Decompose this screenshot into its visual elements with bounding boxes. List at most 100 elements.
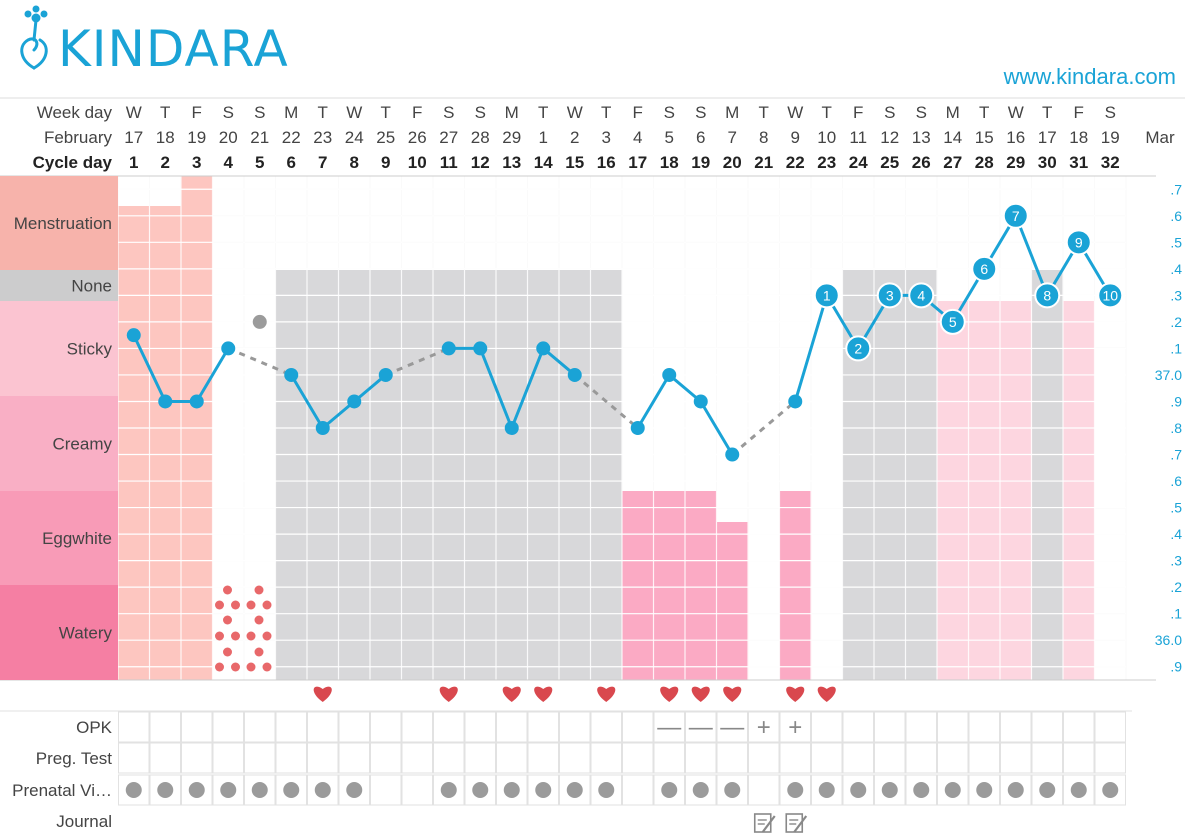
- week-day: F: [853, 103, 863, 122]
- prenatal-dot: [598, 782, 615, 798]
- date: 26: [408, 128, 427, 147]
- preg-test-row-cell: [590, 742, 622, 774]
- cycle-day: 15: [565, 153, 584, 172]
- temp-tick: .6: [1170, 473, 1182, 489]
- spotting-dot: [231, 600, 240, 610]
- week-day: S: [695, 103, 706, 122]
- fluid-fill: [622, 491, 654, 680]
- week-day: S: [1105, 103, 1116, 122]
- band-watery: [0, 585, 118, 680]
- week-day: F: [633, 103, 643, 122]
- heart-icon: [817, 686, 836, 702]
- prenatal-row-cell: [275, 774, 307, 806]
- opk-row-cell: [149, 711, 181, 743]
- preg-test-row-cell: [1000, 742, 1032, 774]
- cycle-day: 32: [1101, 153, 1120, 172]
- spotting-dot: [246, 662, 256, 672]
- prenatal-dot: [724, 782, 741, 798]
- opk-row-cell: [118, 711, 150, 743]
- cycle-day: 8: [350, 153, 359, 172]
- week-day: T: [381, 103, 391, 122]
- opk-result: —: [720, 714, 744, 741]
- preg-test-row-cell: [496, 742, 528, 774]
- opk-row-label: OPK: [76, 718, 113, 737]
- cycle-day: 27: [943, 153, 962, 172]
- band-sticky: [0, 301, 118, 396]
- band-label-creamy: Creamy: [52, 435, 112, 454]
- date: 2: [570, 128, 579, 147]
- heart-icon: [660, 686, 679, 702]
- cycle-day: 14: [534, 153, 553, 172]
- journal-note-icon: [753, 813, 776, 833]
- week-day: T: [160, 103, 170, 122]
- opk-row-cell: [559, 711, 591, 743]
- cycle-day: 1: [129, 153, 138, 172]
- week-day: W: [346, 103, 362, 122]
- chart-gridlines: [0, 175, 1156, 681]
- date: 24: [345, 128, 364, 147]
- preg-test-row-cell: [842, 742, 874, 774]
- kindara-logo: KINDARA: [20, 5, 288, 78]
- prenatal-row-cell: [338, 774, 370, 806]
- preg-test-row-cell: [433, 742, 465, 774]
- prenatal-dot: [944, 782, 961, 798]
- fluid-fill: [779, 491, 812, 680]
- preg-test-row-cell: [716, 742, 748, 774]
- opk-row-cell: [1094, 711, 1126, 743]
- temp-point-label: 1: [823, 287, 831, 303]
- opk-row-cell: [905, 711, 937, 743]
- week-day: T: [1042, 103, 1052, 122]
- temp-tick: 36.0: [1155, 632, 1182, 648]
- opk-result: +: [757, 714, 771, 741]
- journal-pen: [793, 815, 808, 833]
- temp-point: [693, 394, 708, 409]
- none-fill: [338, 270, 371, 680]
- cycle-day: 22: [786, 153, 805, 172]
- spotting-dot: [231, 631, 240, 641]
- fluid-fill: [1000, 301, 1032, 680]
- temp-point: [630, 421, 645, 435]
- prenatal-dot: [913, 782, 930, 798]
- opk-row-cell: [842, 711, 874, 743]
- date: 13: [912, 128, 931, 147]
- week-day: M: [946, 103, 960, 122]
- opk-row-cell: [370, 711, 402, 743]
- opk-row-cell: [464, 711, 496, 743]
- week-day: S: [664, 103, 675, 122]
- heart-icon: [691, 686, 710, 702]
- prenatal-row-cell: [653, 774, 685, 806]
- week-day: F: [1074, 103, 1084, 122]
- week-day: S: [916, 103, 927, 122]
- prenatal-dot: [1070, 782, 1087, 798]
- preg-test-row-cell: [811, 742, 843, 774]
- prenatal-dot: [1039, 782, 1056, 798]
- prenatal-dot: [881, 782, 898, 798]
- opk-row-cell: [527, 711, 559, 743]
- opk-row-cell: [779, 711, 811, 743]
- prenatal-row-cell: [590, 774, 622, 806]
- temp-point-label: 5: [949, 314, 957, 330]
- none-fill: [401, 270, 434, 680]
- none-fill: [874, 270, 906, 680]
- none-fill: [275, 270, 308, 680]
- brand-url[interactable]: www.kindara.com: [1003, 64, 1176, 89]
- date: 12: [880, 128, 899, 147]
- week-day: S: [254, 103, 265, 122]
- preg-test-row-label: Preg. Test: [36, 749, 113, 768]
- temp-point: [378, 367, 393, 382]
- cycle-day: 3: [192, 153, 201, 172]
- temp-point-label: 9: [1075, 234, 1083, 250]
- preg-test-row-cell: [244, 742, 276, 774]
- date: 6: [696, 128, 705, 147]
- opk-row-cell: [968, 711, 1000, 743]
- date: 8: [759, 128, 768, 147]
- week-day: T: [979, 103, 989, 122]
- cycle-day: 5: [255, 153, 264, 172]
- preg-test-row-cell: [779, 742, 811, 774]
- preg-test-row-cell: [464, 742, 496, 774]
- week-day: S: [475, 103, 486, 122]
- temp-line: [510, 347, 545, 429]
- date: 27: [439, 128, 458, 147]
- temp-tick: .2: [1170, 314, 1182, 330]
- prenatal-dot: [472, 782, 489, 798]
